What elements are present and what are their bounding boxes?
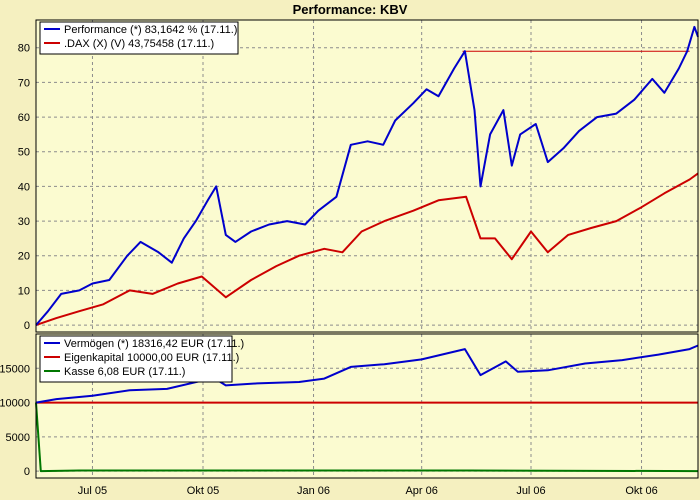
x-tick-label: Jul 06 (516, 485, 545, 497)
x-tick-label: Jan 06 (297, 485, 330, 497)
y-tick-label: 15000 (0, 363, 30, 375)
legend-label: Performance (*) 83,1642 % (17.11.) (64, 24, 237, 36)
x-tick-label: Okt 05 (187, 485, 219, 497)
bottom-legend-box (39, 335, 233, 383)
y-tick-label: 0 (24, 466, 30, 478)
kasse-line (35, 402, 699, 473)
legend-label: Kasse 6,08 EUR (17.11.) (64, 366, 185, 378)
legend-label: Eigenkapital 10000,00 EUR (17.11.) (64, 352, 239, 364)
y-tick-label: 5000 (6, 432, 30, 444)
legend-label: Vermögen (*) 18316,42 EUR (17.11.) (64, 338, 244, 350)
y-tick-label: 30 (18, 216, 30, 228)
y-tick-label: 20 (18, 251, 30, 263)
y-tick-label: 50 (18, 147, 30, 159)
legend-label: .DAX (X) (V) 43,75458 (17.11.) (64, 38, 214, 50)
bottom-legend: Vermögen (*) 18316,42 EUR (17.11.) Eigenk… (39, 335, 244, 383)
grid-lines (36, 20, 698, 478)
vermoegen-line (35, 344, 699, 404)
y-tick-label: 60 (18, 112, 30, 124)
y-tick-label: 80 (18, 43, 30, 55)
axis-labels: Jul 05 Okt 05 Jan 06 Apr 06 Jul 06 Okt 06 0 10 2… (0, 43, 658, 497)
performance-line (35, 25, 699, 326)
x-tick-label: Jul 05 (78, 485, 107, 497)
series-layer (35, 25, 699, 473)
top-legend: Performance (*) 83,1642 % (17.11.) .DAX (… (39, 21, 239, 55)
x-tick-label: Okt 06 (625, 485, 657, 497)
dax-line (35, 172, 699, 327)
y-tick-label: 0 (24, 320, 30, 332)
y-tick-label: 70 (18, 77, 30, 89)
x-tick-label: Apr 06 (405, 485, 437, 497)
y-tick-label: 10 (18, 285, 30, 297)
y-tick-label: 40 (18, 181, 30, 193)
chart-title: Performance: KBV (293, 2, 408, 17)
top-plot-area (36, 20, 698, 332)
y-tick-label: 10000 (0, 398, 30, 410)
bottom-plot-border (35, 333, 699, 479)
top-plot-border (35, 19, 699, 333)
top-legend-box (39, 21, 239, 55)
